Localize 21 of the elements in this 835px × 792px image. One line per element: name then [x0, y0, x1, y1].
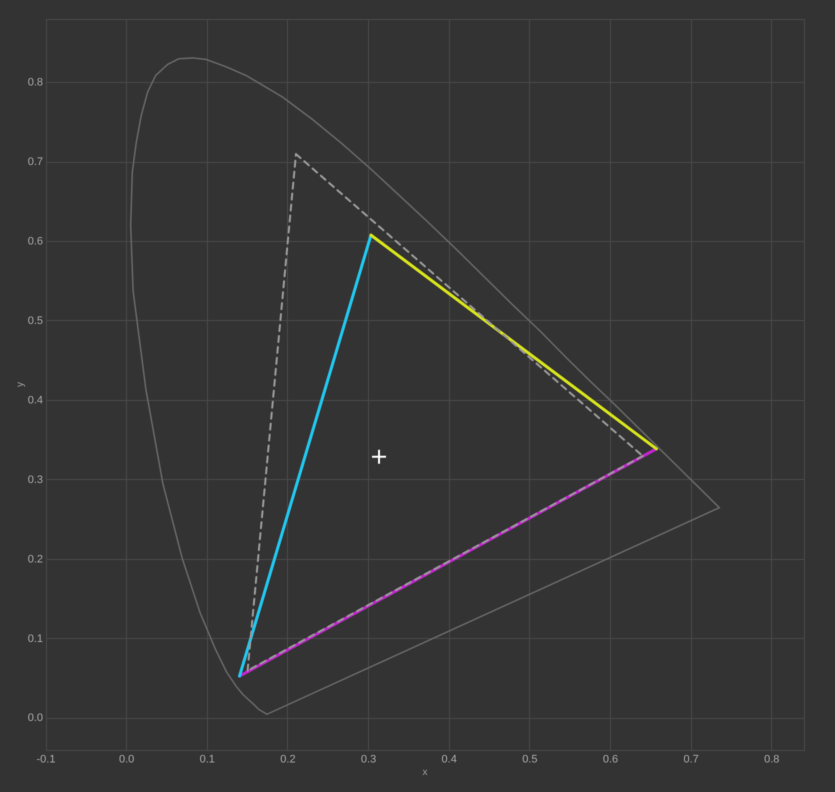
x-tick-label: 0.4 — [442, 754, 457, 766]
x-tick-label: 0.1 — [200, 754, 215, 766]
y-tick-label: 0.0 — [28, 712, 43, 724]
x-axis-title: x — [422, 766, 428, 778]
x-tick-label: 0.7 — [683, 754, 699, 766]
y-tick-label: 0.2 — [28, 553, 43, 566]
x-tick-label: 0.2 — [280, 754, 296, 766]
x-tick-label: -0.1 — [36, 754, 56, 766]
y-tick-label: 0.3 — [28, 474, 43, 486]
y-axis-title: y — [14, 382, 26, 387]
x-tick-label: 0.5 — [522, 754, 538, 766]
x-tick-label: 0.8 — [764, 754, 780, 766]
y-tick-label: 0.5 — [28, 314, 43, 327]
y-tick-label: 0.1 — [28, 632, 43, 645]
x-tick-label: 0.0 — [118, 754, 134, 766]
y-tick-label: 0.6 — [28, 236, 43, 248]
y-tick-label: 0.7 — [28, 156, 43, 168]
y-tick-label: 0.8 — [28, 76, 43, 89]
y-tick-label: 0.4 — [28, 394, 43, 406]
x-tick-label: 0.3 — [360, 754, 376, 766]
x-tick-label: 0.6 — [602, 754, 618, 766]
